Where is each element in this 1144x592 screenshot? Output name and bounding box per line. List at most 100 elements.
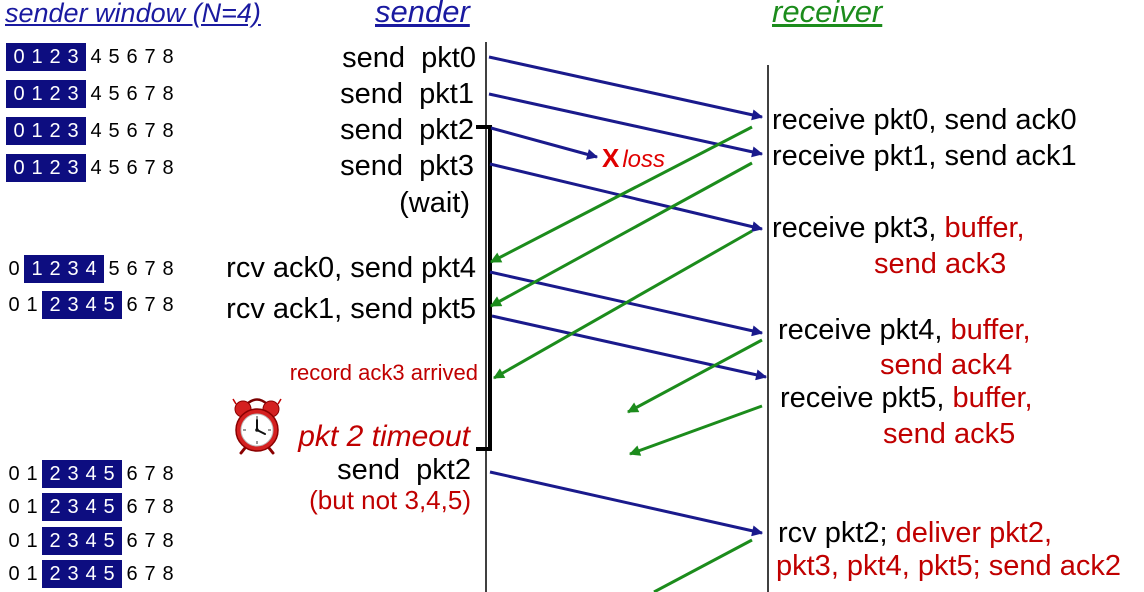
seq-number: 8 bbox=[162, 496, 174, 518]
seq-number: 6 bbox=[126, 46, 138, 68]
seq-number: 6 bbox=[126, 157, 138, 179]
receiver-event-pkt4-buffer: buffer, bbox=[950, 314, 1031, 346]
seq-number: 1 bbox=[31, 83, 43, 105]
seq-number: 0 bbox=[8, 463, 20, 485]
seq-number: 3 bbox=[67, 157, 79, 179]
ack-arrow-ack4 bbox=[627, 338, 763, 414]
packet-arrow-pkt2-lost bbox=[490, 126, 599, 160]
seq-number: 6 bbox=[126, 496, 138, 518]
ack-arrow-ack3 bbox=[493, 229, 753, 380]
seq-number: 0 bbox=[8, 563, 20, 585]
seq-number: 4 bbox=[90, 120, 102, 142]
receiver-event-pkt3-buffer: buffer, bbox=[944, 212, 1025, 244]
sender-event-send-pkt0: send pkt0 bbox=[342, 42, 476, 74]
receiver-event-pkt2-text: rcv pkt2; bbox=[778, 517, 896, 549]
seq-number: 2 bbox=[49, 157, 61, 179]
receiver-event-ack3: send ack3 bbox=[874, 248, 1007, 280]
receiver-event-pkt5: receive pkt5, buffer, bbox=[780, 381, 1033, 415]
sender-event-rcv-ack0: rcv ack0, send pkt4 bbox=[226, 252, 476, 284]
seq-number: 0 bbox=[13, 46, 25, 68]
packet-arrow-pkt2-resend bbox=[489, 470, 764, 537]
seq-number: 7 bbox=[144, 496, 156, 518]
seq-number: 6 bbox=[126, 120, 138, 142]
seq-number: 8 bbox=[162, 563, 174, 585]
seq-number: 4 bbox=[85, 463, 97, 485]
alarm-clock-icon bbox=[232, 395, 282, 455]
seq-number: 1 bbox=[26, 496, 38, 518]
ack-arrow-ack1 bbox=[490, 161, 753, 308]
sender-event-resend-pkt2: send pkt2 bbox=[337, 454, 471, 486]
seq-number: 8 bbox=[162, 294, 174, 316]
seq-number: 6 bbox=[126, 563, 138, 585]
seq-number: 2 bbox=[49, 530, 61, 552]
seq-number: 8 bbox=[162, 46, 174, 68]
seq-number: 5 bbox=[108, 46, 120, 68]
seq-number: 1 bbox=[31, 258, 43, 280]
seq-number: 5 bbox=[108, 120, 120, 142]
seq-number: 6 bbox=[126, 463, 138, 485]
seq-number: 7 bbox=[144, 294, 156, 316]
seq-number: 5 bbox=[103, 563, 115, 585]
seq-number: 3 bbox=[67, 120, 79, 142]
seq-number: 2 bbox=[49, 563, 61, 585]
receiver-event-ack5: send ack5 bbox=[883, 418, 1016, 450]
receiver-event-pkt1: receive pkt1, send ack1 bbox=[772, 140, 1077, 172]
sender-window-heading: sender window (N=4) bbox=[5, 0, 261, 28]
seq-number: 3 bbox=[67, 496, 79, 518]
seq-number: 6 bbox=[126, 294, 138, 316]
alarm-clock-graphic bbox=[232, 398, 282, 455]
seq-number: 3 bbox=[67, 463, 79, 485]
seq-number: 1 bbox=[31, 46, 43, 68]
seq-number: 0 bbox=[13, 120, 25, 142]
seq-number: 0 bbox=[13, 83, 25, 105]
seq-number: 2 bbox=[49, 83, 61, 105]
receiver-event-pkt2-deliver: deliver pkt2, bbox=[895, 517, 1053, 549]
sender-event-timeout: pkt 2 timeout bbox=[298, 420, 470, 453]
receiver-event-pkt5-text: receive pkt5, bbox=[780, 382, 953, 414]
sender-event-send-pkt3: send pkt3 bbox=[340, 150, 474, 182]
seq-number: 2 bbox=[49, 46, 61, 68]
seq-number: 7 bbox=[144, 563, 156, 585]
ack-arrow-ack0 bbox=[490, 125, 753, 264]
loss-label: loss bbox=[622, 146, 666, 173]
sender-event-record-ack3: record ack3 arrived bbox=[289, 360, 478, 385]
seq-number: 4 bbox=[85, 294, 97, 316]
seq-number: 3 bbox=[67, 563, 79, 585]
seq-number: 4 bbox=[85, 496, 97, 518]
seq-number: 7 bbox=[144, 530, 156, 552]
seq-number: 3 bbox=[67, 258, 79, 280]
seq-number: 1 bbox=[26, 294, 38, 316]
receiver-event-pkt2-deliver-cont: pkt3, pkt4, pkt5; send ack2 bbox=[776, 550, 1121, 582]
seq-number: 3 bbox=[67, 294, 79, 316]
receiver-event-pkt3-text: receive pkt3, bbox=[772, 212, 945, 244]
receiver-heading: receiver bbox=[772, 0, 883, 29]
receiver-event-pkt3: receive pkt3, buffer, bbox=[772, 211, 1025, 245]
seq-number: 0 bbox=[8, 258, 20, 280]
seq-number: 2 bbox=[49, 258, 61, 280]
seq-number: 5 bbox=[103, 496, 115, 518]
seq-number: 5 bbox=[103, 530, 115, 552]
seq-number: 2 bbox=[49, 120, 61, 142]
seq-number: 1 bbox=[26, 563, 38, 585]
seq-number: 5 bbox=[108, 157, 120, 179]
loss-x-mark: X bbox=[602, 143, 620, 173]
receiver-event-pkt2: rcv pkt2; deliver pkt2, bbox=[778, 516, 1052, 550]
seq-number: 8 bbox=[162, 120, 174, 142]
ack-arrow-ack5 bbox=[628, 404, 763, 456]
seq-number: 7 bbox=[144, 120, 156, 142]
receiver-event-pkt4-text: receive pkt4, bbox=[778, 314, 951, 346]
